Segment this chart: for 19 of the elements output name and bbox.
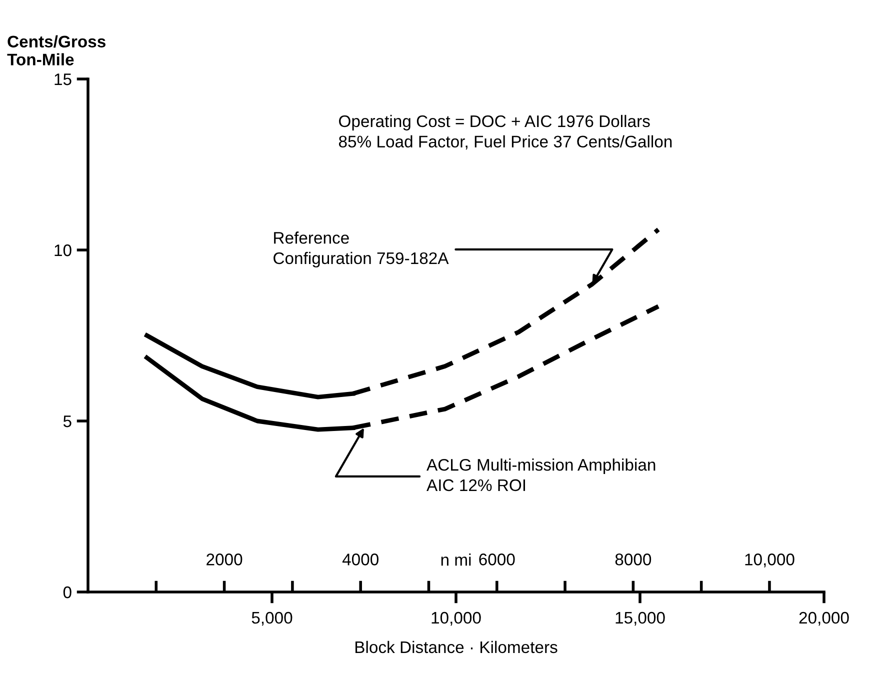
annotation: Reference Configuration 759-182A: [274, 232, 449, 268]
x-axis-title: Block Distance · Kilometers: [355, 640, 558, 654]
y-tick-label: 0: [63, 586, 72, 598]
y-axis-title: Cents/Gross Ton-Mile: [7, 35, 106, 66]
x-tick-label: 15,000: [616, 612, 665, 626]
x-tick-label: 5,000: [252, 612, 292, 626]
x2-tick-label: 4000: [342, 554, 378, 566]
x-tick-label: 10,000: [432, 612, 481, 626]
x2-tick-label: 8000: [615, 554, 652, 566]
y-tick-label: 10: [54, 244, 72, 256]
x2-axis-title: n mi: [441, 554, 471, 566]
x2-tick-label: 10,000: [745, 554, 794, 568]
x2-tick-label: 2000: [206, 554, 242, 566]
x2-tick-label: 6000: [479, 554, 515, 566]
y-tick-label: 15: [54, 74, 72, 86]
annotation: Operating Cost = DOC + AIC 1976 Dollars 85% Load Factor, Fuel Price 37 Cents/Gallon: [338, 114, 672, 150]
annotation: ACLG Multi-mission Amphibian AIC 12% ROI: [426, 458, 656, 492]
x-tick-label: 20,000: [799, 612, 849, 626]
y-tick-label: 5: [63, 416, 72, 428]
